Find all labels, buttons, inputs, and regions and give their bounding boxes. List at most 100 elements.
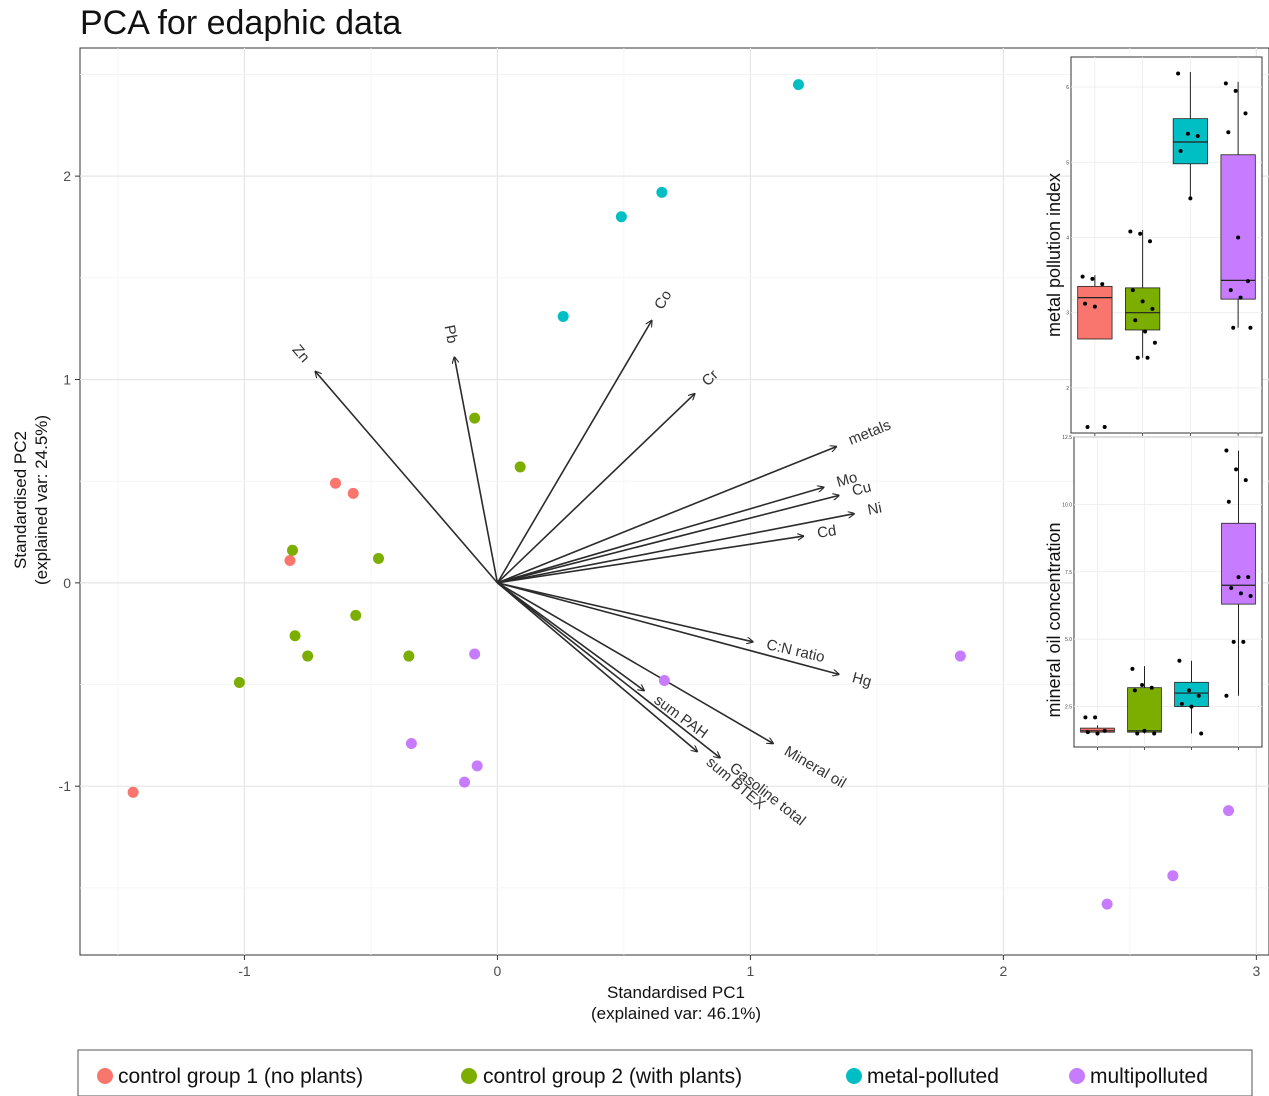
x-axis-label: Standardised PC1	[607, 983, 745, 1002]
y-tick-label-3: 2	[63, 168, 71, 184]
loading-arrow-c-n-ratio	[497, 582, 753, 642]
inset2-content-point-control-group-1-no-plants-2	[1102, 728, 1107, 733]
point-control-group-2-with-plants-5	[289, 630, 301, 642]
inset2-content-point-multipolluted-9	[1231, 639, 1236, 644]
inset2-content-point-control-group-2-with-plants-6	[1135, 731, 1140, 736]
inset2-content-ytick-0: 2.5	[1065, 705, 1072, 711]
point-control-group-2-with-plants-6	[302, 650, 314, 662]
y-tick-label-0: -1	[59, 778, 72, 794]
inset1-y-label: metal pollution index	[1044, 173, 1064, 337]
inset1-content-point-multipolluted-8	[1248, 325, 1253, 330]
inset1-content: 2 3 4 5 6	[1066, 57, 1262, 436]
point-control-group-2-with-plants-1	[514, 461, 526, 473]
inset2-content-point-control-group-2-with-plants-4	[1142, 728, 1147, 733]
inset2-content-point-control-group-2-with-plants-5	[1152, 731, 1157, 736]
legend-label-multipolluted: multipolluted	[1090, 1065, 1208, 1088]
legend-swatch-control-1	[97, 1068, 113, 1084]
inset1-content-point-metal-polluted-2	[1195, 133, 1200, 138]
point-metal-polluted-0	[792, 79, 804, 91]
inset1-content-point-metal-polluted-1	[1185, 131, 1190, 136]
inset2-content-point-multipolluted-10	[1241, 639, 1246, 644]
inset1-content-point-control-group-1-no-plants-3	[1083, 301, 1088, 306]
point-control-group-2-with-plants-3	[373, 552, 385, 564]
loading-arrow-cu	[497, 495, 839, 584]
loading-arrow-mo	[497, 487, 823, 584]
inset2-content-point-metal-polluted-0	[1177, 658, 1182, 663]
loading-arrow-sum-pah	[496, 582, 644, 691]
inset2-content-point-control-group-1-no-plants-1	[1093, 715, 1098, 720]
inset1-content-point-control-group-2-with-plants-6	[1133, 318, 1138, 323]
point-control-group-2-with-plants-2	[287, 544, 299, 556]
x-tick-label-4: 3	[1252, 963, 1260, 979]
inset2-content-point-metal-polluted-5	[1199, 731, 1204, 736]
point-multipolluted-4	[459, 776, 471, 788]
y-tick-label-2: 1	[63, 371, 71, 387]
inset2-content-box-multipolluted	[1221, 522, 1256, 605]
x-tick-label-0: -1	[238, 963, 251, 979]
inset2-content-point-control-group-1-no-plants-4	[1095, 731, 1100, 736]
inset2-content-point-metal-polluted-4	[1189, 704, 1194, 709]
inset1-content-point-multipolluted-4	[1236, 235, 1241, 240]
loading-arrow-hg	[497, 582, 839, 675]
inset2-content-point-control-group-1-no-plants-0	[1083, 715, 1088, 720]
inset1-content-point-control-group-1-no-plants-4	[1092, 304, 1097, 309]
loading-arrow-cd	[497, 536, 803, 584]
inset2-content-point-metal-polluted-3	[1179, 701, 1184, 706]
inset1-content-point-control-group-2-with-plants-10	[1145, 355, 1150, 360]
inset1-content-point-multipolluted-2	[1243, 111, 1248, 116]
point-multipolluted-8	[1101, 898, 1113, 910]
inset2-content-point-multipolluted-6	[1229, 585, 1234, 590]
point-control-group-2-with-plants-7	[403, 650, 415, 662]
x-tick-label-1: 0	[494, 963, 502, 979]
inset2-content-point-multipolluted-0	[1224, 448, 1229, 453]
point-control-group-2-with-plants-8	[233, 676, 245, 688]
inset1-content-ytick-3: 5	[1066, 160, 1069, 166]
inset2-content-point-multipolluted-3	[1226, 499, 1231, 504]
inset2-content-point-multipolluted-8	[1248, 594, 1253, 599]
inset2-content-point-control-group-1-no-plants-3	[1085, 730, 1090, 735]
inset1-content-point-control-group-1-no-plants-6	[1085, 424, 1090, 429]
inset1-content-point-multipolluted-0	[1223, 81, 1228, 86]
inset2-content-point-multipolluted-4	[1236, 575, 1241, 580]
inset1-content-point-control-group-1-no-plants-2	[1100, 282, 1105, 287]
point-metal-polluted-1	[656, 186, 668, 198]
point-multipolluted-0	[469, 648, 481, 660]
loading-label-mo: Mo	[835, 469, 860, 491]
inset1-content-box-multipolluted	[1220, 154, 1256, 300]
inset2-content-point-metal-polluted-1	[1187, 688, 1192, 693]
loading-arrow-pb	[454, 357, 499, 583]
inset2-content-box-control-group-2-with-plants	[1127, 687, 1162, 733]
inset2-content-point-control-group-2-with-plants-3	[1132, 688, 1137, 693]
inset1-content-point-control-group-1-no-plants-0	[1080, 274, 1085, 279]
legend-label-metal-polluted: metal-polluted	[867, 1065, 999, 1088]
loading-arrow-co	[496, 321, 651, 584]
point-multipolluted-3	[471, 760, 483, 772]
inset-mineral-oil-concentration: 2.5 5.0 7.5 10.0 12.5 mineral oil concentrat…	[1044, 435, 1263, 750]
inset2-y-label: mineral oil concentration	[1044, 522, 1064, 717]
y-tick-label-1: 0	[63, 575, 71, 591]
point-multipolluted-1	[658, 674, 670, 686]
point-multipolluted-2	[405, 738, 417, 750]
inset1-content-point-control-group-1-no-plants-5	[1102, 424, 1107, 429]
loading-label-cu: Cu	[850, 478, 873, 499]
legend-label-control-1: control group 1 (no plants)	[118, 1065, 363, 1088]
inset1-content-point-control-group-1-no-plants-1	[1090, 276, 1095, 281]
inset1-content-point-control-group-2-with-plants-0	[1128, 229, 1133, 234]
point-control-group-1-no-plants-1	[347, 487, 359, 499]
loading-arrow-ni	[497, 514, 854, 584]
point-control-group-1-no-plants-2	[284, 554, 296, 566]
legend-swatch-control-2	[461, 1068, 477, 1084]
x-tick-label-2: 1	[746, 963, 754, 979]
legend: control group 1 (no plants) control grou…	[77, 1049, 1253, 1096]
inset2-content-point-metal-polluted-2	[1196, 693, 1201, 698]
inset1-content-point-multipolluted-9	[1231, 325, 1236, 330]
loading-arrow-metals	[497, 447, 836, 584]
legend-swatch-metal-polluted	[846, 1068, 862, 1084]
inset1-content-point-control-group-2-with-plants-8	[1152, 340, 1157, 345]
inset2-content-point-multipolluted-1	[1234, 467, 1239, 472]
inset1-content-point-multipolluted-5	[1245, 279, 1250, 284]
y-axis-label: Standardised PC2	[11, 431, 30, 569]
loading-label-hg: Hg	[850, 669, 873, 690]
point-control-group-1-no-plants-3	[127, 786, 139, 798]
